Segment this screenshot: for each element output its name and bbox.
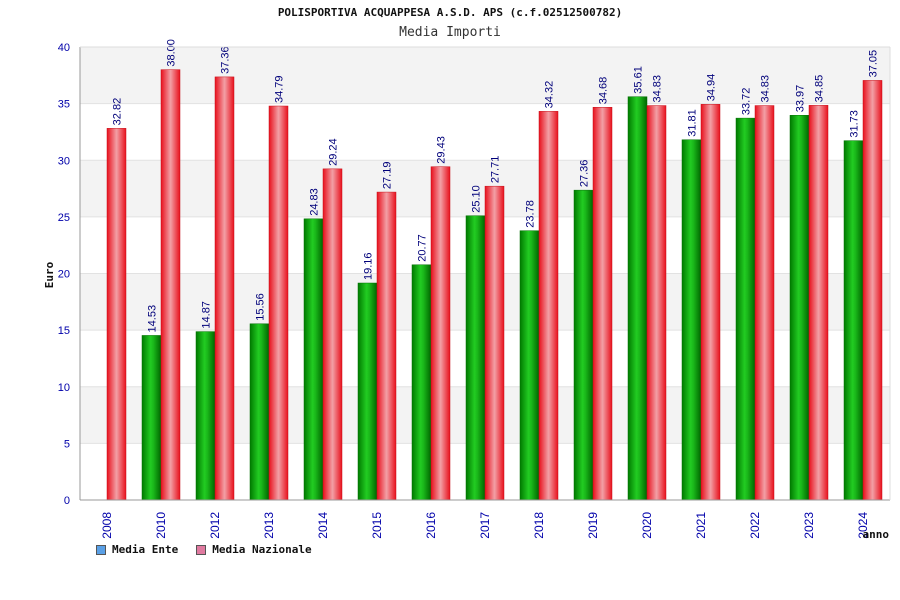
x-axis-label: anno bbox=[863, 528, 890, 541]
value-label-ente-2010: 14.53 bbox=[147, 305, 159, 333]
y-tick-label: 20 bbox=[58, 269, 70, 281]
bar-media-ente-2015 bbox=[357, 282, 378, 501]
y-tick-labels: 0 5 10 15 20 25 30 35 40 bbox=[58, 42, 70, 507]
value-label-nazionale-2019: 34.68 bbox=[598, 77, 610, 105]
y-tick-label: 25 bbox=[58, 212, 70, 224]
bar-media-nazionale-2020 bbox=[646, 105, 667, 501]
x-tick-label: 2008 bbox=[100, 512, 114, 539]
bar-media-ente-2010 bbox=[141, 335, 162, 501]
value-label-nazionale-2010: 38.00 bbox=[166, 39, 178, 67]
x-tick-label: 2014 bbox=[316, 512, 330, 539]
legend-item-ente: Media Ente bbox=[96, 543, 178, 556]
x-tick-label: 2020 bbox=[640, 512, 654, 539]
bar-media-ente-2021 bbox=[681, 139, 702, 501]
legend-label-ente: Media Ente bbox=[112, 543, 179, 556]
value-label-ente-2024: 31.73 bbox=[849, 110, 861, 138]
value-label-ente-2012: 14.87 bbox=[201, 301, 213, 329]
bar-media-nazionale-2008 bbox=[106, 128, 127, 501]
bar-media-ente-2019 bbox=[573, 189, 594, 501]
x-tick-label: 2018 bbox=[532, 512, 546, 539]
value-label-nazionale-2020: 34.83 bbox=[652, 75, 664, 103]
legend-swatch-ente bbox=[96, 544, 106, 555]
bar-media-ente-2022 bbox=[735, 117, 756, 501]
value-label-ente-2023: 33.97 bbox=[795, 85, 807, 113]
bar-media-nazionale-2018 bbox=[538, 111, 559, 501]
value-label-ente-2013: 15.56 bbox=[255, 293, 267, 321]
value-label-nazionale-2018: 34.32 bbox=[544, 81, 556, 109]
bar-media-nazionale-2012 bbox=[214, 76, 235, 501]
value-label-nazionale-2017: 27.71 bbox=[490, 156, 502, 184]
legend-item-nazionale: Media Nazionale bbox=[196, 543, 312, 556]
x-tick-label: 2023 bbox=[802, 512, 816, 539]
y-tick-label: 35 bbox=[58, 99, 70, 111]
x-tick-label: 2019 bbox=[586, 512, 600, 539]
bar-media-ente-2013 bbox=[249, 323, 270, 501]
y-tick-label: 10 bbox=[58, 382, 70, 394]
bar-media-ente-2017 bbox=[465, 215, 486, 501]
bar-media-ente-2024 bbox=[843, 140, 864, 501]
bar-media-nazionale-2010 bbox=[160, 69, 181, 501]
x-tick-label: 2010 bbox=[154, 512, 168, 539]
y-tick-label: 40 bbox=[58, 42, 70, 54]
bar-media-nazionale-2022 bbox=[754, 105, 775, 501]
value-label-ente-2018: 23.78 bbox=[525, 200, 537, 228]
value-label-ente-2020: 35.61 bbox=[633, 66, 645, 94]
bar-media-nazionale-2016 bbox=[430, 166, 451, 501]
value-label-nazionale-2013: 34.79 bbox=[274, 75, 286, 103]
value-label-nazionale-2016: 29.43 bbox=[436, 136, 448, 164]
x-tick-label: 2016 bbox=[424, 512, 438, 539]
value-label-nazionale-2008: 32.82 bbox=[112, 98, 124, 126]
y-tick-label: 30 bbox=[58, 155, 70, 167]
value-label-ente-2019: 27.36 bbox=[579, 160, 591, 188]
x-tick-label: 2015 bbox=[370, 512, 384, 539]
value-label-nazionale-2022: 34.83 bbox=[760, 75, 772, 103]
chart-subtitle: Media Importi bbox=[399, 25, 501, 40]
axes bbox=[79, 46, 891, 501]
bar-media-nazionale-2015 bbox=[376, 191, 397, 501]
bar-media-nazionale-2014 bbox=[322, 168, 343, 501]
bar-media-nazionale-2013 bbox=[268, 105, 289, 501]
bar-media-ente-2020 bbox=[627, 96, 648, 501]
chart-title: POLISPORTIVA ACQUAPPESA A.S.D. APS (c.f.… bbox=[277, 6, 623, 19]
x-tick-label: 2021 bbox=[694, 512, 708, 539]
y-axis-label: Euro bbox=[43, 261, 56, 288]
bar-media-nazionale-2023 bbox=[808, 105, 829, 501]
value-labels: 32.82 14.53 38.00 14.87 37.36 15.56 34.79 24.83… bbox=[112, 39, 880, 332]
bar-media-nazionale-2021 bbox=[700, 104, 721, 501]
x-tick-label: 2022 bbox=[748, 512, 762, 539]
legend-swatch-nazionale bbox=[196, 544, 207, 555]
bar-media-ente-2014 bbox=[303, 218, 324, 501]
value-label-nazionale-2021: 34.94 bbox=[706, 74, 718, 102]
bar-media-ente-2023 bbox=[789, 115, 810, 501]
value-label-nazionale-2024: 37.05 bbox=[868, 50, 880, 78]
bar-media-ente-2012 bbox=[195, 331, 216, 501]
value-label-ente-2015: 19.16 bbox=[363, 252, 375, 280]
bar-media-nazionale-2019 bbox=[592, 106, 613, 501]
value-label-ente-2022: 33.72 bbox=[741, 88, 753, 116]
value-label-ente-2016: 20.77 bbox=[417, 234, 429, 262]
bar-media-ente-2018 bbox=[519, 230, 540, 501]
bar-media-nazionale-2017 bbox=[484, 185, 505, 501]
bar-media-nazionale-2024 bbox=[862, 80, 883, 501]
value-label-ente-2021: 31.81 bbox=[687, 109, 699, 137]
x-tick-labels: 2008 2010 2012 2013 2014 2015 2016 2017 2018 2019… bbox=[100, 512, 870, 539]
value-label-nazionale-2014: 29.24 bbox=[328, 138, 340, 166]
x-tick-label: 2017 bbox=[478, 512, 492, 539]
legend: Media Ente Media Nazionale bbox=[96, 543, 312, 556]
value-label-nazionale-2012: 37.36 bbox=[220, 46, 232, 74]
value-label-nazionale-2023: 34.85 bbox=[814, 75, 826, 103]
value-label-ente-2014: 24.83 bbox=[309, 188, 321, 216]
value-label-nazionale-2015: 27.19 bbox=[382, 162, 394, 190]
x-tick-label: 2024 bbox=[856, 512, 870, 539]
x-tick-label: 2013 bbox=[262, 512, 276, 539]
y-tick-label: 0 bbox=[64, 495, 70, 507]
y-tick-label: 15 bbox=[58, 325, 70, 337]
value-label-ente-2017: 25.10 bbox=[471, 185, 483, 213]
y-tick-label: 5 bbox=[64, 438, 70, 450]
bar-media-ente-2016 bbox=[411, 264, 432, 501]
x-tick-label: 2012 bbox=[208, 512, 222, 539]
legend-label-nazionale: Media Nazionale bbox=[212, 543, 312, 556]
